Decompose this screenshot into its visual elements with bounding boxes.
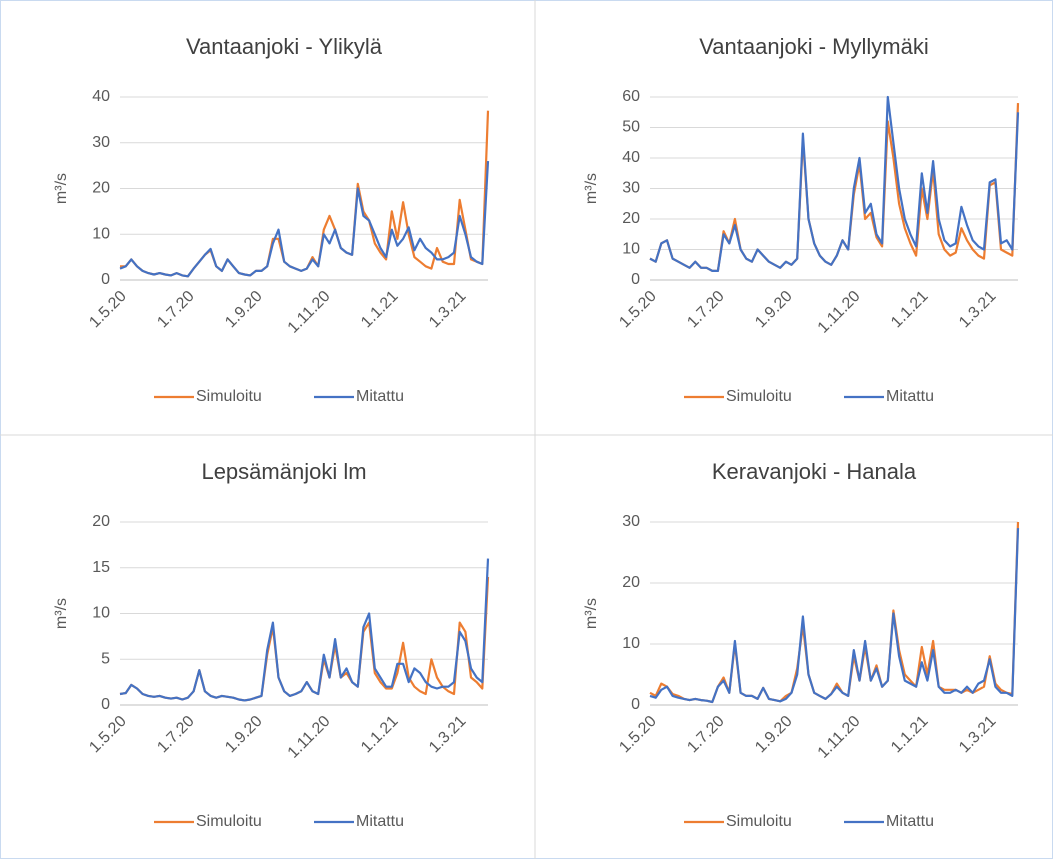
legend-label: Simuloitu (196, 813, 262, 830)
y-tick-label: 15 (92, 559, 110, 576)
chart-title: Vantaanjoki - Myllymäki (699, 34, 928, 59)
y-axis-label: m³/s (53, 173, 70, 204)
y-tick-label: 10 (622, 241, 640, 258)
y-tick-label: 30 (622, 180, 640, 197)
y-tick-label: 10 (92, 225, 110, 242)
y-tick-label: 20 (92, 513, 110, 530)
y-tick-label: 30 (622, 513, 640, 530)
y-tick-label: 10 (622, 635, 640, 652)
chart-title: Lepsämänjoki lm (201, 459, 366, 484)
y-axis-label: m³/s (583, 598, 600, 629)
series-line (119, 161, 490, 278)
chart-title: Keravanjoki - Hanala (712, 459, 917, 484)
y-tick-label: 20 (622, 210, 640, 227)
y-axis-label: m³/s (583, 173, 600, 204)
legend-label: Simuloitu (726, 813, 792, 830)
legend-label: Simuloitu (726, 388, 792, 405)
legend-label: Mitattu (886, 388, 934, 405)
y-tick-label: 30 (92, 134, 110, 151)
y-tick-label: 5 (101, 650, 110, 667)
y-tick-label: 60 (622, 88, 640, 105)
legend-label: Mitattu (886, 813, 934, 830)
chart-title: Vantaanjoki - Ylikylä (186, 34, 383, 59)
legend-label: Mitattu (356, 388, 404, 405)
series-line (649, 95, 1020, 272)
y-tick-label: 0 (631, 271, 640, 288)
legend-label: Mitattu (356, 813, 404, 830)
y-tick-label: 10 (92, 605, 110, 622)
y-tick-label: 40 (92, 88, 110, 105)
y-tick-label: 20 (622, 574, 640, 591)
y-tick-label: 20 (92, 180, 110, 197)
y-axis-label: m³/s (53, 598, 70, 629)
series-line (119, 558, 490, 702)
y-tick-label: 40 (622, 149, 640, 166)
y-tick-label: 50 (622, 119, 640, 136)
legend-label: Simuloitu (196, 388, 262, 405)
y-tick-label: 0 (101, 696, 110, 713)
y-tick-label: 0 (631, 696, 640, 713)
y-tick-label: 0 (101, 271, 110, 288)
series-line (649, 528, 1020, 704)
